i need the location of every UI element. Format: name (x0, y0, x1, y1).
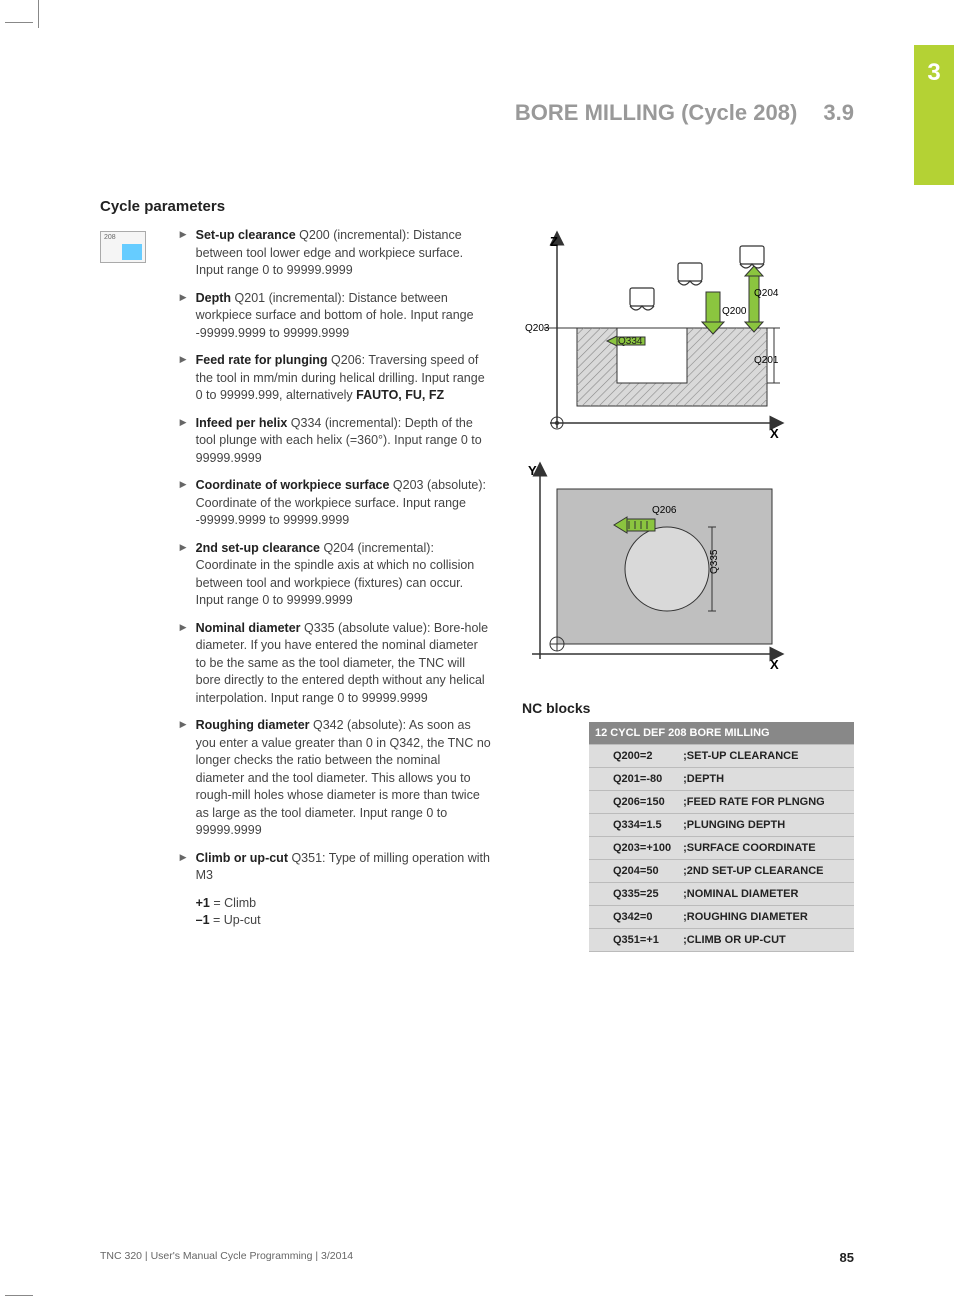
nc-comment: ;ROUGHING DIAMETER (677, 906, 854, 929)
parameter-item: 2nd set-up clearance Q204 (incremental):… (180, 540, 492, 610)
label-q335: Q335 (709, 549, 720, 574)
cycle-icon: 208 (100, 231, 146, 263)
nc-row: Q335=25;NOMINAL DIAMETER (589, 883, 854, 906)
section-title: Cycle parameters (100, 198, 502, 215)
label-q204: Q204 (754, 288, 779, 299)
nc-param: Q335=25 (589, 883, 677, 906)
parameter-item: Feed rate for plunging Q206: Traversing … (180, 352, 492, 405)
parameter-item: Set-up clearance Q200 (incremental): Dis… (180, 227, 492, 280)
left-column: Cycle parameters 208 Set-up clearance Q2… (100, 198, 502, 952)
nc-row: Q203=+100;SURFACE COORDINATE (589, 837, 854, 860)
nc-param: Q334=1.5 (589, 814, 677, 837)
parameter-item: Nominal diameter Q335 (absolute value): … (180, 620, 492, 708)
nc-comment: ;DEPTH (677, 768, 854, 791)
nc-row: Q206=150;FEED RATE FOR PLNGNG (589, 791, 854, 814)
nc-row: Q342=0;ROUGHING DIAMETER (589, 906, 854, 929)
parameter-item: Infeed per helix Q334 (incremental): Dep… (180, 415, 492, 468)
nc-comment: ;FEED RATE FOR PLNGNG (677, 791, 854, 814)
diagram-yx: Y X Q206 Q335 (522, 459, 787, 669)
nc-param: Q351=+1 (589, 929, 677, 952)
nc-comment: ;SET-UP CLEARANCE (677, 745, 854, 768)
nc-param: Q201=-80 (589, 768, 677, 791)
nc-comment: ;CLIMB OR UP-CUT (677, 929, 854, 952)
label-q334: Q334 (618, 336, 643, 347)
nc-header: 12 CYCL DEF 208 BORE MILLING (589, 722, 854, 745)
nc-comment: ;2ND SET-UP CLEARANCE (677, 860, 854, 883)
nc-param: Q342=0 (589, 906, 677, 929)
nc-row: Q201=-80;DEPTH (589, 768, 854, 791)
label-q200: Q200 (722, 306, 747, 317)
chapter-tab: 3 (914, 45, 954, 185)
parameter-item: Coordinate of workpiece surface Q203 (ab… (180, 477, 492, 530)
nc-blocks-table: 12 CYCL DEF 208 BORE MILLING Q200=2;SET-… (589, 722, 854, 952)
nc-header-row: 12 CYCL DEF 208 BORE MILLING (589, 722, 854, 745)
nc-comment: ;SURFACE COORDINATE (677, 837, 854, 860)
axis-y-label: Y (528, 463, 537, 478)
parameter-item: Roughing diameter Q342 (absolute): As so… (180, 717, 492, 840)
nc-comment: ;NOMINAL DIAMETER (677, 883, 854, 906)
cycle-icon-graphic (122, 244, 142, 260)
axis-x2-label: X (770, 657, 779, 669)
footer-text: TNC 320 | User's Manual Cycle Programmin… (100, 1250, 353, 1265)
label-q201: Q201 (754, 355, 779, 366)
nc-param: Q204=50 (589, 860, 677, 883)
parameter-subline: +1 = Climb (180, 895, 492, 913)
nc-comment: ;PLUNGING DEPTH (677, 814, 854, 837)
right-column: Z X (522, 198, 854, 952)
page-number: 85 (840, 1250, 854, 1265)
nc-row: Q334=1.5;PLUNGING DEPTH (589, 814, 854, 837)
nc-row: Q200=2;SET-UP CLEARANCE (589, 745, 854, 768)
parameter-list: Set-up clearance Q200 (incremental): Dis… (180, 227, 492, 930)
page-footer: TNC 320 | User's Manual Cycle Programmin… (100, 1250, 854, 1265)
header-section: 3.9 (823, 100, 854, 125)
diagram-zx: Z X (522, 228, 787, 438)
axis-x-label: X (770, 426, 779, 438)
content-area: Cycle parameters 208 Set-up clearance Q2… (100, 198, 854, 952)
cycle-icon-label: 208 (104, 234, 116, 241)
header-title: BORE MILLING (Cycle 208) (515, 100, 797, 125)
nc-param: Q206=150 (589, 791, 677, 814)
axis-z-label: Z (550, 234, 558, 249)
nc-param: Q200=2 (589, 745, 677, 768)
parameter-item: Depth Q201 (incremental): Distance betwe… (180, 290, 492, 343)
nc-blocks-title: NC blocks (522, 700, 854, 716)
parameter-subline: –1 = Up-cut (180, 912, 492, 930)
nc-param: Q203=+100 (589, 837, 677, 860)
nc-row: Q204=50;2ND SET-UP CLEARANCE (589, 860, 854, 883)
nc-row: Q351=+1;CLIMB OR UP-CUT (589, 929, 854, 952)
label-q206: Q206 (652, 505, 677, 516)
parameter-item: Climb or up-cut Q351: Type of milling op… (180, 850, 492, 885)
page-header: BORE MILLING (Cycle 208) 3.9 (100, 100, 854, 126)
label-q203: Q203 (525, 323, 550, 334)
